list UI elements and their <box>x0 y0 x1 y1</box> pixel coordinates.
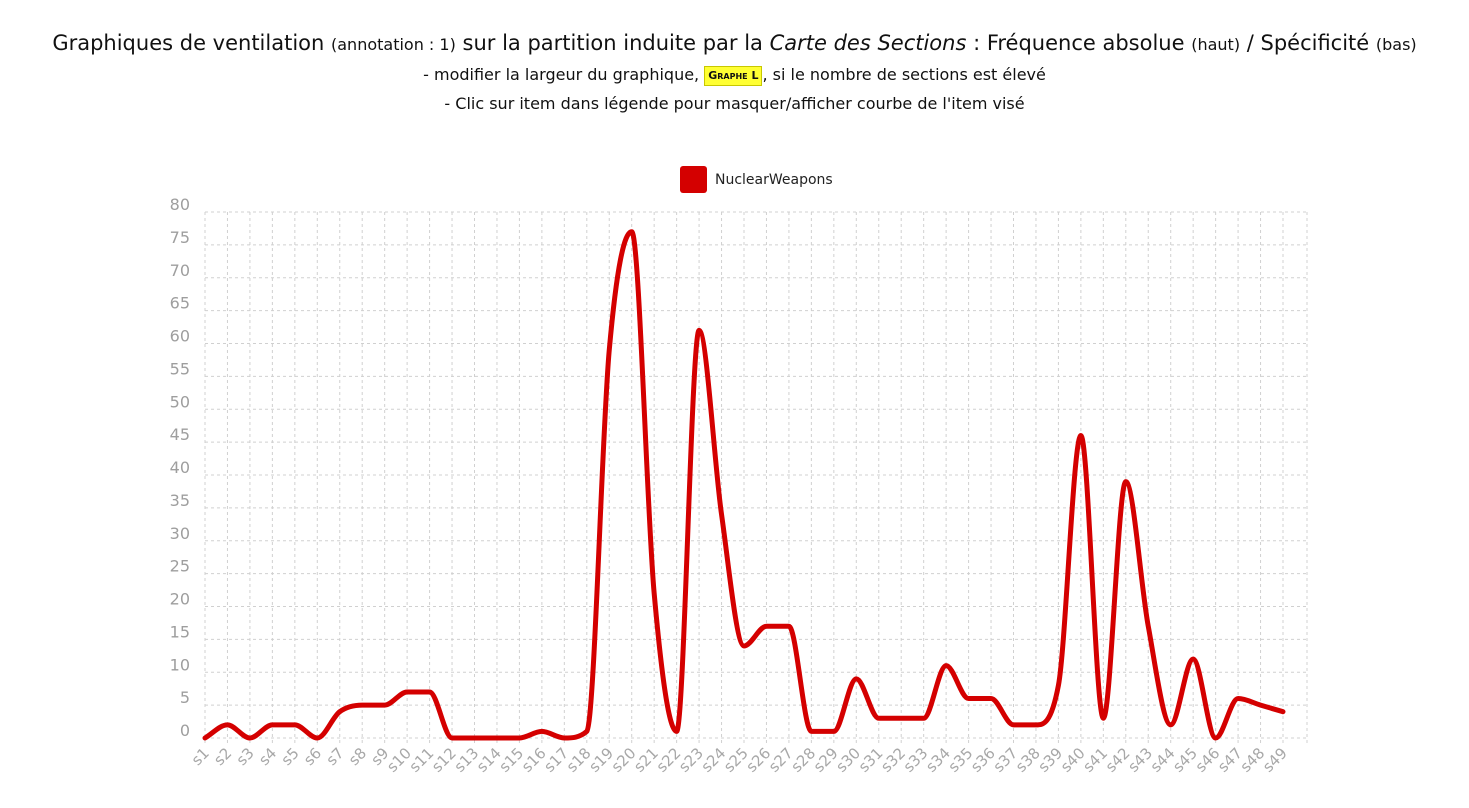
series-layer <box>201 228 1287 742</box>
data-point[interactable] <box>1099 714 1107 722</box>
series-line-nuclearweapons <box>202 229 1286 741</box>
title-part: : Fréquence absolue <box>966 31 1192 55</box>
data-point[interactable] <box>448 734 456 742</box>
data-point[interactable] <box>740 642 748 650</box>
x-tick-label: s5 <box>278 744 303 769</box>
data-point[interactable] <box>381 701 389 709</box>
y-tick-label: 65 <box>170 294 190 313</box>
data-point[interactable] <box>1010 721 1018 729</box>
instruction-text: - modifier la largeur du graphique, <box>423 65 705 84</box>
data-point[interactable] <box>987 695 995 703</box>
title-part: / Spécificité <box>1240 31 1376 55</box>
data-point[interactable] <box>268 721 276 729</box>
data-point[interactable] <box>426 688 434 696</box>
data-point[interactable] <box>650 589 658 597</box>
y-tick-label: 60 <box>170 327 190 346</box>
data-point[interactable] <box>1257 701 1265 709</box>
data-point[interactable] <box>403 688 411 696</box>
data-point[interactable] <box>897 714 905 722</box>
title-annotation: (annotation : 1) <box>331 35 456 54</box>
y-tick-label: 5 <box>180 688 190 707</box>
y-tick-label: 70 <box>170 261 190 280</box>
data-point[interactable] <box>560 734 568 742</box>
y-tick-label: 50 <box>170 392 190 411</box>
chart-grid <box>204 211 1308 744</box>
instruction-width: - modifier la largeur du graphique, Grap… <box>0 60 1469 89</box>
data-point[interactable] <box>223 721 231 729</box>
data-point[interactable] <box>807 727 815 735</box>
y-tick-label: 15 <box>170 622 190 641</box>
page-title: Graphiques de ventilation (annotation : … <box>0 28 1469 60</box>
data-point[interactable] <box>1144 622 1152 630</box>
y-tick-label: 20 <box>170 590 190 609</box>
x-tick-label: s6 <box>300 744 325 769</box>
data-point[interactable] <box>515 734 523 742</box>
data-point[interactable] <box>583 727 591 735</box>
y-tick-label: 55 <box>170 359 190 378</box>
x-tick-label: s1 <box>188 744 213 769</box>
y-axis-ticks: 0 5 10 15 20 25 30 35 40 45 50 55 60 65 70 75 80 <box>170 195 190 740</box>
y-tick-label: 30 <box>170 524 190 543</box>
y-tick-label: 75 <box>170 228 190 247</box>
data-point[interactable] <box>313 734 321 742</box>
x-tick-label: s7 <box>323 744 348 769</box>
data-point[interactable] <box>1212 734 1220 742</box>
graphe-l-button[interactable]: Graphe L <box>704 66 763 86</box>
data-point[interactable] <box>201 734 209 742</box>
data-point[interactable] <box>1077 432 1085 440</box>
data-point[interactable] <box>785 622 793 630</box>
data-point[interactable] <box>852 675 860 683</box>
data-point[interactable] <box>1189 655 1197 663</box>
data-point[interactable] <box>246 734 254 742</box>
data-point[interactable] <box>830 727 838 735</box>
data-point[interactable] <box>695 326 703 334</box>
data-point[interactable] <box>291 721 299 729</box>
y-tick-label: 25 <box>170 557 190 576</box>
data-point[interactable] <box>875 714 883 722</box>
x-tick-label: s3 <box>233 744 258 769</box>
x-axis-ticks: s1s2s3s4s5s6s7s8s9s10s11s12s13s14s15s16s… <box>188 744 1291 776</box>
legend-swatch <box>680 166 707 193</box>
y-tick-label: 45 <box>170 425 190 444</box>
y-tick-label: 80 <box>170 195 190 214</box>
legend-label: NuclearWeapons <box>715 171 833 188</box>
data-point[interactable] <box>628 228 636 236</box>
data-point[interactable] <box>673 727 681 735</box>
data-point[interactable] <box>336 708 344 716</box>
y-tick-label: 10 <box>170 655 190 674</box>
data-point[interactable] <box>358 701 366 709</box>
data-point[interactable] <box>942 662 950 670</box>
y-tick-label: 35 <box>170 491 190 510</box>
y-tick-label: 40 <box>170 458 190 477</box>
title-position-top: (haut) <box>1191 35 1241 54</box>
data-point[interactable] <box>1122 478 1130 486</box>
data-point[interactable] <box>471 734 479 742</box>
title-position-bottom: (bas) <box>1375 35 1417 54</box>
data-point[interactable] <box>538 727 546 735</box>
data-point[interactable] <box>493 734 501 742</box>
instruction-legend: - Clic sur item dans légende pour masque… <box>444 94 1025 113</box>
x-tick-label: s49 <box>1259 744 1291 776</box>
data-point[interactable] <box>1054 681 1062 689</box>
data-point[interactable] <box>965 695 973 703</box>
title-part: Graphiques de ventilation <box>52 31 331 55</box>
data-point[interactable] <box>1234 695 1242 703</box>
data-point[interactable] <box>1279 708 1287 716</box>
data-point[interactable] <box>1167 721 1175 729</box>
x-tick-label: s2 <box>210 744 235 769</box>
data-point[interactable] <box>1032 721 1040 729</box>
instruction-text: , si le nombre de sections est élevé <box>762 65 1046 84</box>
y-tick-label: 0 <box>180 721 190 740</box>
data-point[interactable] <box>718 510 726 518</box>
x-tick-label: s4 <box>255 744 280 769</box>
chart-header: Graphiques de ventilation (annotation : … <box>0 28 1469 118</box>
legend-item-nuclearweapons[interactable]: NuclearWeapons <box>680 166 833 193</box>
data-point[interactable] <box>920 714 928 722</box>
x-tick-label: s8 <box>345 744 370 769</box>
title-emphasis: Carte des Sections <box>769 31 967 55</box>
data-point[interactable] <box>762 622 770 630</box>
data-point[interactable] <box>605 346 613 354</box>
title-part: sur la partition induite par la <box>455 31 770 55</box>
